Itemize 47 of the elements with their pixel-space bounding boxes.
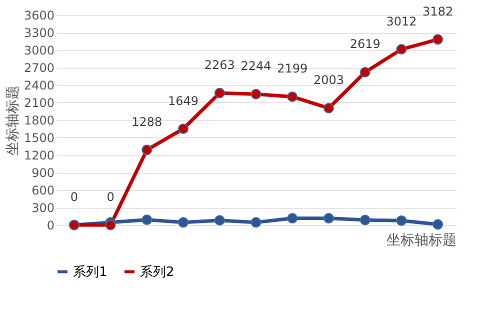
point — [250, 88, 262, 100]
legend-label: 系列2 — [140, 264, 174, 280]
y-tick-label: 0 — [46, 218, 54, 232]
point — [396, 44, 407, 55]
point — [142, 144, 152, 156]
point — [287, 213, 298, 224]
y-tick-label: 600 — [32, 184, 54, 198]
data-label: 2263 — [204, 58, 235, 72]
data-label: 3182 — [422, 4, 454, 18]
data-label: 2199 — [277, 62, 308, 76]
data-label: 2619 — [350, 37, 380, 52]
data-label: 3012 — [386, 14, 417, 28]
point — [323, 213, 334, 224]
y-tick-label: 3300 — [24, 26, 54, 40]
point — [178, 217, 189, 228]
data-label: 2244 — [240, 59, 272, 74]
data-label: 1288 — [132, 114, 162, 129]
data-label: 1649 — [168, 94, 199, 108]
point — [178, 124, 189, 134]
data-label: 2003 — [313, 73, 344, 88]
point — [432, 219, 444, 230]
point — [105, 220, 116, 230]
point — [250, 217, 262, 228]
point — [396, 215, 407, 226]
point — [287, 91, 298, 102]
y-tick-label: 1500 — [24, 131, 54, 145]
point — [432, 34, 444, 45]
point — [360, 214, 370, 226]
y-tick-label: 900 — [32, 166, 54, 180]
y-axis-title: 坐标轴标题 — [4, 86, 21, 156]
point — [323, 102, 334, 114]
y-tick-label: 1800 — [24, 114, 54, 128]
y-tick-label: 3000 — [24, 44, 54, 58]
x-axis-title: 坐标轴标题 — [386, 232, 456, 248]
point — [142, 214, 152, 225]
data-label: 0 — [70, 190, 78, 204]
y-tick-label: 300 — [32, 201, 54, 215]
point — [214, 88, 225, 98]
y-tick-label: 3600 — [24, 8, 54, 22]
y-tick-label: 1200 — [24, 148, 54, 162]
point — [360, 66, 370, 78]
y-tick-label: 2400 — [24, 78, 54, 92]
point — [214, 215, 225, 226]
legend-label: 系列1 — [73, 264, 108, 280]
y-tick-label: 2100 — [24, 96, 54, 110]
y-tick-label: 2700 — [24, 61, 54, 75]
data-label: 0 — [106, 190, 114, 204]
